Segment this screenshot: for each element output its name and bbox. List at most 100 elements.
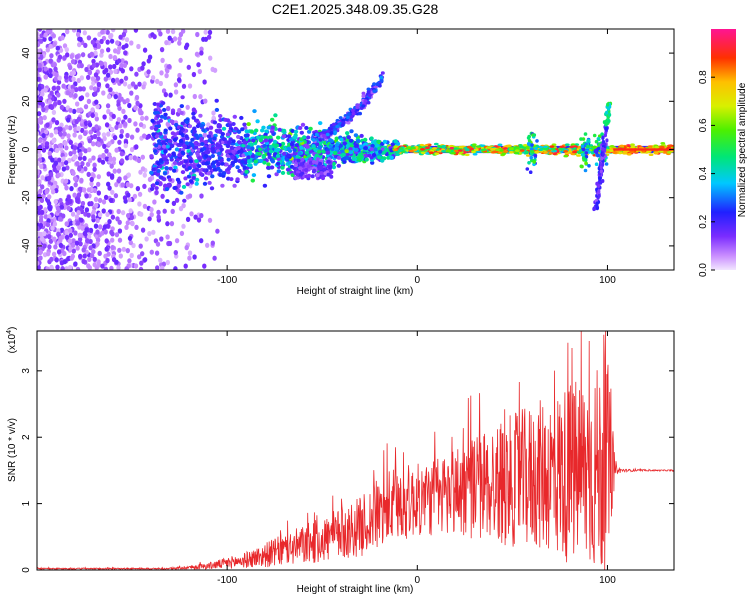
spectrogram-cell	[158, 158, 164, 163]
spectrogram-cell	[425, 146, 430, 150]
spectrogram-cell	[117, 237, 123, 243]
spectrogram-cell	[168, 126, 173, 131]
spectrogram-cell	[187, 255, 192, 261]
spectrogram-cell	[314, 142, 320, 147]
spectrogram-cell	[190, 137, 195, 142]
spectrogram-cell	[112, 55, 118, 61]
spectrogram-cell	[42, 231, 47, 237]
spectrogram-cell	[527, 134, 531, 139]
spectrogram-cell	[308, 157, 313, 162]
spectrogram-cell	[525, 145, 530, 150]
spectrogram-cell	[63, 160, 69, 166]
spectrogram-cell	[137, 191, 143, 197]
spectrogram-cell	[170, 29, 176, 35]
spectrogram-cell	[165, 234, 170, 240]
spectrogram-cell	[191, 115, 196, 120]
spectrogram-cell	[359, 144, 364, 149]
spectrogram-cell	[167, 240, 173, 247]
spectrogram-cell	[342, 159, 347, 164]
spectrogram-cell	[601, 139, 606, 144]
spectrogram-cell	[606, 106, 611, 111]
spectrogram-cell	[107, 152, 112, 158]
spectrogram-cell	[177, 40, 182, 46]
spectrogram-cell	[601, 162, 605, 167]
spectrogram-cell	[344, 149, 349, 154]
spectrogram-cell	[601, 147, 605, 151]
spectrogram-cell	[160, 57, 165, 64]
spectrogram-cell	[90, 112, 95, 118]
spectrogram-cell	[86, 187, 92, 193]
spectrogram-cell	[333, 130, 338, 135]
spectrogram-cell	[158, 131, 163, 136]
spectrogram-cell	[211, 160, 217, 165]
spectrogram-cell	[160, 193, 165, 199]
spectrogram-cell	[82, 187, 87, 193]
spectrogram-cell	[292, 148, 297, 153]
spectrogram-cell	[255, 119, 260, 124]
spectrogram-cell	[47, 150, 52, 156]
spectrogram-cell	[155, 111, 160, 115]
spectrogram-cell	[203, 176, 209, 181]
spectrogram-cell	[107, 185, 112, 191]
spectrogram-cell	[76, 31, 81, 38]
spectrogram-cell	[122, 195, 128, 201]
spectrogram-cell	[192, 93, 197, 100]
spectrogram-cell	[340, 123, 345, 127]
spectrogram-cell	[68, 107, 73, 113]
spectrogram-cell	[87, 122, 93, 128]
spectrogram-cell	[366, 90, 371, 94]
spectrogram-cell	[198, 94, 203, 100]
spectrogram-cell	[52, 221, 58, 227]
spectrogram-cell	[82, 30, 88, 36]
colorbar-gradient	[711, 29, 736, 270]
spectrogram-cell	[285, 157, 290, 162]
spectrogram-cell	[140, 65, 145, 71]
spectrogram-cell	[188, 151, 193, 156]
spectrogram-cell	[176, 77, 182, 83]
spectrogram-cell	[95, 229, 100, 235]
spectrogram-cell	[76, 116, 82, 122]
spectrogram-cell	[179, 230, 185, 236]
spectrogram-cell	[202, 168, 207, 173]
spectrogram-cell	[140, 251, 145, 257]
spectrogram-cell	[73, 93, 78, 99]
spectrogram-cell	[241, 143, 246, 148]
spectrogram-cell	[199, 123, 204, 128]
spectrogram-cell	[250, 146, 255, 151]
spectrogram-cell	[160, 265, 165, 270]
spectrogram-cell	[471, 150, 476, 154]
spectrogram-cell	[109, 38, 115, 44]
spectrogram-cell	[37, 144, 43, 150]
spectrogram-cell	[43, 87, 48, 93]
spectrogram-cell	[105, 29, 110, 35]
spectrogram-cell	[292, 166, 297, 171]
spectrogram-cell	[233, 126, 238, 131]
spectrogram-cell	[210, 240, 215, 246]
spectrogram-cell	[367, 153, 372, 158]
spectrogram-cell	[398, 147, 404, 150]
spectrogram-cell	[37, 200, 41, 207]
spectrogram-cell	[207, 138, 212, 143]
spectrogram-cell	[138, 266, 144, 270]
spectrogram-cell	[70, 84, 76, 90]
spectrogram-cell	[366, 100, 371, 105]
spectrogram-cell	[49, 264, 54, 270]
spectrogram-cell	[81, 86, 86, 92]
spectrogram-cell	[198, 113, 203, 118]
spectrogram-cell	[45, 47, 50, 53]
spectrogram-cell	[47, 244, 52, 250]
spectrogram-cell	[570, 152, 576, 156]
spectrogram-cell	[214, 98, 219, 103]
spectrogram-cell	[281, 134, 287, 139]
spectrogram-cell	[202, 181, 208, 186]
spectrogram-cell	[123, 121, 128, 127]
spectrogram-cell	[69, 186, 74, 192]
spectrogram-cell	[201, 146, 207, 151]
spectrogram-cell	[115, 216, 120, 222]
spectrogram-cell	[95, 241, 100, 247]
spectrogram-cell	[147, 54, 153, 60]
spectrogram-cell	[601, 152, 605, 157]
spectrogram-cell	[45, 251, 51, 257]
spectrogram-cell	[164, 73, 169, 79]
spectrogram-cell	[406, 146, 411, 150]
